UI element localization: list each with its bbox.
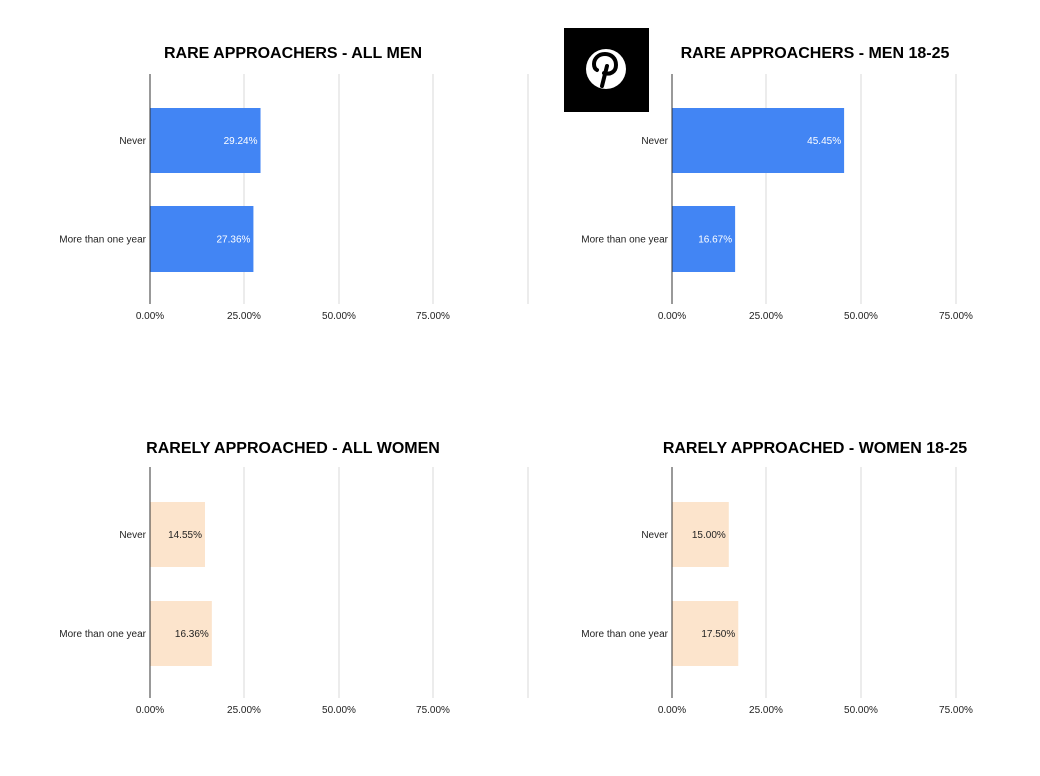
chart-title: RARELY APPROACHED - WOMEN 18-25 <box>663 440 967 457</box>
x-tick-label: 75.00% <box>416 705 450 716</box>
pinterest-logo-icon <box>586 49 626 89</box>
category-label: Never <box>119 136 146 147</box>
x-tick-label: 75.00% <box>416 311 450 322</box>
bar[interactable] <box>150 108 261 173</box>
category-label: More than one year <box>59 235 146 246</box>
x-tick-label: 0.00% <box>658 705 686 716</box>
x-tick-label: 0.00% <box>136 705 164 716</box>
x-tick-label: 50.00% <box>844 705 878 716</box>
pinterest-badge[interactable] <box>564 28 649 112</box>
category-label: Never <box>641 136 668 147</box>
category-label: More than one year <box>581 235 668 246</box>
x-tick-label: 50.00% <box>322 705 356 716</box>
data-label: 14.55% <box>168 530 202 541</box>
x-tick-label: 75.00% <box>939 311 973 322</box>
x-tick-label: 25.00% <box>227 705 261 716</box>
x-tick-label: 50.00% <box>844 311 878 322</box>
data-label: 17.50% <box>701 629 735 640</box>
x-tick-label: 25.00% <box>749 311 783 322</box>
bar[interactable] <box>672 108 845 173</box>
data-label: 16.67% <box>698 235 732 246</box>
x-tick-label: 75.00% <box>939 705 973 716</box>
bar[interactable] <box>150 601 212 666</box>
chart-title: RARELY APPROACHED - ALL WOMEN <box>146 440 440 457</box>
x-tick-label: 50.00% <box>322 311 356 322</box>
bar[interactable] <box>672 502 729 567</box>
bar[interactable] <box>672 601 739 666</box>
chart-title: RARE APPROACHERS - MEN 18-25 <box>681 45 950 62</box>
chart-title: RARE APPROACHERS - ALL MEN <box>164 45 422 62</box>
category-label: More than one year <box>581 629 668 640</box>
x-tick-label: 25.00% <box>749 705 783 716</box>
data-label: 45.45% <box>807 136 841 147</box>
category-label: More than one year <box>59 629 146 640</box>
category-label: Never <box>119 530 146 541</box>
x-tick-label: 25.00% <box>227 311 261 322</box>
data-label: 29.24% <box>224 136 258 147</box>
bar[interactable] <box>150 502 205 567</box>
category-label: Never <box>641 530 668 541</box>
x-tick-label: 0.00% <box>658 311 686 322</box>
data-label: 16.36% <box>175 629 209 640</box>
bar[interactable] <box>672 206 736 272</box>
data-label: 15.00% <box>692 530 726 541</box>
data-label: 27.36% <box>216 235 250 246</box>
x-tick-label: 0.00% <box>136 311 164 322</box>
bar[interactable] <box>150 206 254 272</box>
